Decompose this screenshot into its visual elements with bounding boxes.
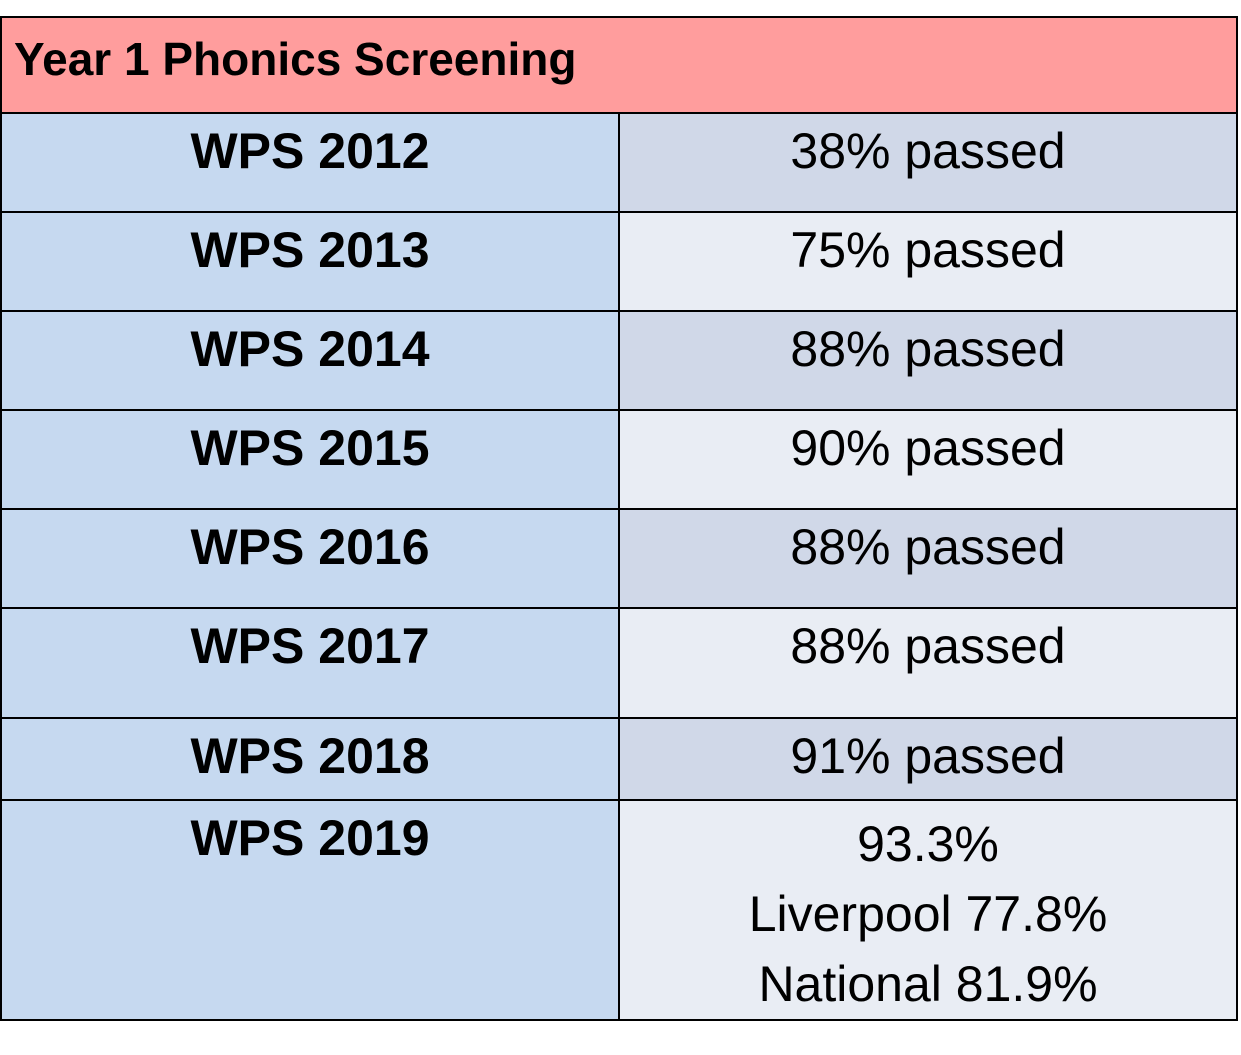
table-row: WPS 2016 88% passed [0,508,1238,609]
year-cell: WPS 2014 [0,310,620,411]
result-cell: 93.3% Liverpool 77.8% National 81.9% [618,799,1238,1021]
result-cell: 88% passed [618,607,1238,719]
table-row: WPS 2019 93.3% Liverpool 77.8% National … [0,799,1238,1021]
table-row: WPS 2017 88% passed [0,607,1238,719]
result-cell: 88% passed [618,508,1238,609]
phonics-results-table: Year 1 Phonics Screening WPS 2012 38% pa… [0,16,1238,1021]
table-row: WPS 2015 90% passed [0,409,1238,510]
year-cell: WPS 2015 [0,409,620,510]
year-cell: WPS 2016 [0,508,620,609]
table-row: WPS 2018 91% passed [0,717,1238,801]
year-cell: WPS 2018 [0,717,620,801]
year-cell: WPS 2012 [0,112,620,213]
result-cell: 38% passed [618,112,1238,213]
national-result: National 81.9% [758,956,1098,1012]
table-row: WPS 2013 75% passed [0,211,1238,312]
result-cell: 75% passed [618,211,1238,312]
table-row: WPS 2012 38% passed [0,112,1238,213]
year-cell: WPS 2019 [0,799,620,1021]
liverpool-result: Liverpool 77.8% [748,886,1108,942]
year-cell: WPS 2013 [0,211,620,312]
result-cell: 91% passed [618,717,1238,801]
table-header-row: Year 1 Phonics Screening [0,16,1238,114]
year-cell: WPS 2017 [0,607,620,719]
table-row: WPS 2014 88% passed [0,310,1238,411]
result-cell: 90% passed [618,409,1238,510]
school-result: 93.3% [857,816,999,872]
phonics-table-container: Year 1 Phonics Screening WPS 2012 38% pa… [0,16,1238,1021]
table-title: Year 1 Phonics Screening [0,16,1238,114]
result-cell: 88% passed [618,310,1238,411]
